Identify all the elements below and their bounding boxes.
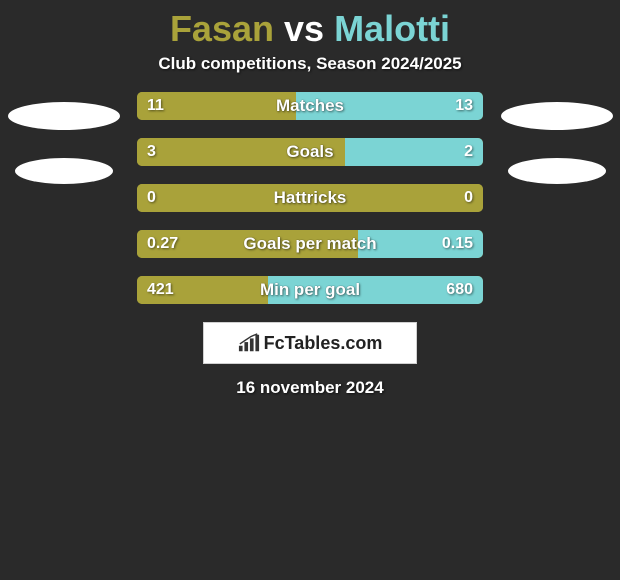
stat-bars: 11 13 Matches 3 2 Goals 0 0 Hattricks 0.27 0.15 Goa… <box>137 92 483 304</box>
player1-team-logo <box>8 102 120 130</box>
comparison-title: Fasan vs Malotti <box>0 0 620 54</box>
comparison-body: 11 13 Matches 3 2 Goals 0 0 Hattricks 0.27 0.15 Goa… <box>0 92 620 304</box>
player2-avatar <box>508 158 606 184</box>
stat-label: Matches <box>276 96 344 116</box>
player1-value: 3 <box>147 143 156 161</box>
stat-row: 11 13 Matches <box>137 92 483 120</box>
left-avatar-column <box>6 92 121 184</box>
stat-row: 0.27 0.15 Goals per match <box>137 230 483 258</box>
brand-badge[interactable]: FcTables.com <box>203 322 417 364</box>
stat-label: Min per goal <box>260 280 360 300</box>
player2-value: 0 <box>464 189 473 207</box>
player2-team-logo <box>501 102 613 130</box>
player1-value: 0 <box>147 189 156 207</box>
stat-row: 421 680 Min per goal <box>137 276 483 304</box>
season-subtitle: Club competitions, Season 2024/2025 <box>0 54 620 92</box>
player2-bar-fill <box>345 138 483 166</box>
player2-value: 13 <box>455 97 473 115</box>
player1-name: Fasan <box>170 8 274 49</box>
stat-row: 0 0 Hattricks <box>137 184 483 212</box>
stat-label: Goals per match <box>243 234 376 254</box>
player2-value: 680 <box>446 281 473 299</box>
stat-label: Goals <box>286 142 333 162</box>
player2-value: 0.15 <box>442 235 473 253</box>
player2-value: 2 <box>464 143 473 161</box>
bar-chart-icon <box>238 333 260 353</box>
player1-value: 11 <box>147 97 164 115</box>
player2-name: Malotti <box>334 8 450 49</box>
player1-value: 421 <box>147 281 174 299</box>
player1-avatar <box>15 158 113 184</box>
snapshot-date: 16 november 2024 <box>0 364 620 398</box>
stat-row: 3 2 Goals <box>137 138 483 166</box>
vs-text: vs <box>284 8 324 49</box>
player1-value: 0.27 <box>147 235 178 253</box>
stat-label: Hattricks <box>274 188 347 208</box>
right-avatar-column <box>499 92 614 184</box>
brand-text: FcTables.com <box>264 333 383 354</box>
